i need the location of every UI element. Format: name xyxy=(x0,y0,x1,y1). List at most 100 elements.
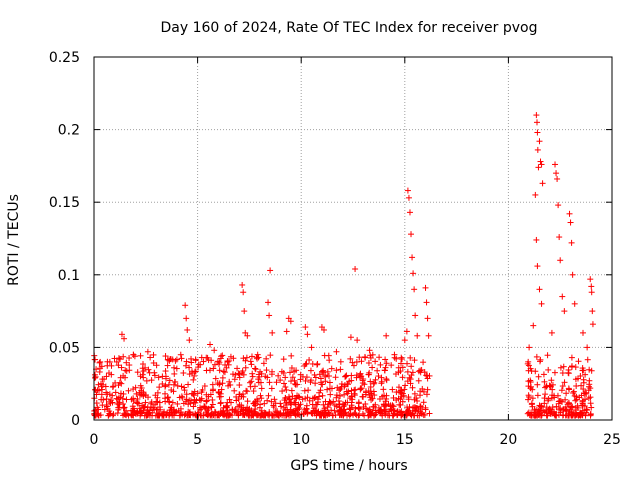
data-point xyxy=(176,412,183,419)
data-point xyxy=(320,326,327,333)
data-point xyxy=(536,402,543,409)
data-point xyxy=(352,386,359,393)
data-point xyxy=(209,387,216,394)
data-point xyxy=(333,394,340,401)
data-point xyxy=(120,353,127,360)
data-point xyxy=(271,396,278,403)
data-point xyxy=(140,361,147,368)
data-point xyxy=(333,367,340,374)
data-point xyxy=(137,373,144,380)
data-point xyxy=(318,379,325,386)
data-point xyxy=(397,387,404,394)
data-point xyxy=(570,390,577,397)
data-point xyxy=(585,383,592,390)
data-point xyxy=(191,368,198,375)
data-point xyxy=(337,366,344,373)
data-point xyxy=(378,378,385,385)
data-point xyxy=(529,403,536,410)
data-point xyxy=(352,265,359,272)
data-point xyxy=(534,146,541,153)
data-point xyxy=(355,400,362,407)
data-point xyxy=(110,411,117,418)
data-point xyxy=(566,210,573,217)
data-point xyxy=(225,382,232,389)
data-point xyxy=(539,180,546,187)
data-point xyxy=(544,352,551,359)
data-point xyxy=(182,302,189,309)
data-point xyxy=(369,364,376,371)
data-point xyxy=(414,412,421,419)
data-point xyxy=(312,374,319,381)
data-point xyxy=(267,267,274,274)
data-point xyxy=(541,409,548,416)
data-point xyxy=(176,394,183,401)
data-point xyxy=(266,312,273,319)
data-point xyxy=(422,284,429,291)
data-point xyxy=(253,354,260,361)
data-point xyxy=(336,387,343,394)
data-point xyxy=(534,263,541,270)
data-point xyxy=(555,202,562,209)
data-point xyxy=(365,371,372,378)
data-point xyxy=(143,377,150,384)
data-point xyxy=(262,373,269,380)
data-point xyxy=(327,391,334,398)
data-point xyxy=(231,406,238,413)
data-point xyxy=(177,351,184,358)
data-point xyxy=(247,383,254,390)
data-point xyxy=(145,366,152,373)
data-point xyxy=(131,408,138,415)
data-point xyxy=(225,361,232,368)
data-point xyxy=(162,398,169,405)
data-point xyxy=(535,164,542,171)
data-point xyxy=(302,377,309,384)
data-point xyxy=(354,337,361,344)
data-point xyxy=(216,381,223,388)
data-point xyxy=(249,370,256,377)
data-point xyxy=(372,358,379,365)
data-point xyxy=(211,347,218,354)
data-point xyxy=(414,332,421,339)
data-point xyxy=(554,175,561,182)
data-point xyxy=(548,408,555,415)
data-point xyxy=(587,385,594,392)
y-tick-label: 0.1 xyxy=(58,268,80,284)
data-point xyxy=(272,400,279,407)
data-point xyxy=(171,409,178,416)
data-point xyxy=(370,403,377,410)
data-point xyxy=(183,391,190,398)
data-point xyxy=(375,373,382,380)
data-point xyxy=(234,365,241,372)
data-point xyxy=(538,300,545,307)
data-point xyxy=(417,367,424,374)
data-point xyxy=(186,337,193,344)
data-point xyxy=(227,353,234,360)
data-point xyxy=(288,378,295,385)
data-point xyxy=(118,364,125,371)
data-point xyxy=(250,388,257,395)
data-point xyxy=(185,381,192,388)
data-point xyxy=(254,397,261,404)
data-point xyxy=(114,410,121,417)
data-point xyxy=(408,231,415,238)
data-point xyxy=(142,392,149,399)
data-point xyxy=(399,364,406,371)
data-point xyxy=(195,361,202,368)
data-point xyxy=(397,360,404,367)
data-point xyxy=(344,399,351,406)
data-point xyxy=(96,368,103,375)
data-point xyxy=(388,362,395,369)
data-point xyxy=(185,401,192,408)
data-point xyxy=(108,397,115,404)
data-point xyxy=(249,373,256,380)
data-point xyxy=(289,374,296,381)
data-point xyxy=(582,389,589,396)
data-point xyxy=(244,404,251,411)
data-point xyxy=(301,406,308,413)
data-point xyxy=(244,398,251,405)
data-point xyxy=(250,412,257,419)
data-point xyxy=(186,371,193,378)
data-point xyxy=(203,398,210,405)
data-point xyxy=(95,406,102,413)
